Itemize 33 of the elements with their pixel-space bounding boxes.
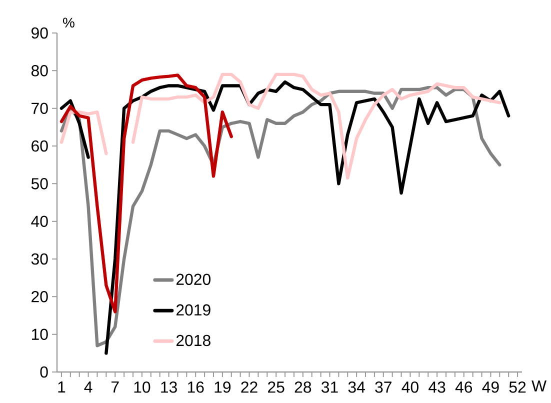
x-tick-label: 34 bbox=[348, 382, 365, 393]
x-tick-label: 19 bbox=[214, 382, 231, 393]
legend-label: 2018 bbox=[176, 334, 210, 346]
x-tick-label: 1 bbox=[58, 381, 66, 392]
y-tick-label: 0 bbox=[40, 366, 48, 378]
x-tick-label: 10 bbox=[134, 382, 150, 393]
y-tick-label: 30 bbox=[31, 253, 48, 265]
x-tick-label: 49 bbox=[482, 382, 499, 393]
y-tick-label: 70 bbox=[32, 102, 48, 114]
x-tick-label: 16 bbox=[188, 382, 204, 393]
x-tick-label: 28 bbox=[294, 382, 312, 393]
x-tick-label: 7 bbox=[112, 381, 119, 392]
x-tick-label: 31 bbox=[321, 382, 338, 393]
legend-label: 2020 bbox=[176, 274, 210, 286]
x-tick-label: 37 bbox=[375, 382, 392, 393]
y-tick-label: 40 bbox=[31, 216, 48, 227]
x-tick-label: 43 bbox=[428, 382, 446, 393]
x-tick-label: 22 bbox=[241, 382, 258, 393]
y-tick-label: 80 bbox=[31, 65, 48, 76]
x-tick-label: 40 bbox=[402, 382, 418, 393]
y-tick-label: 50 bbox=[31, 178, 48, 190]
y-tick-label: 90 bbox=[32, 27, 48, 39]
x-tick-label: 46 bbox=[455, 382, 472, 393]
x-axis-title: W bbox=[532, 380, 546, 392]
x-tick-label: 4 bbox=[84, 381, 92, 392]
x-tick-label: 25 bbox=[268, 382, 284, 393]
y-tick-label: 60 bbox=[32, 140, 48, 152]
y-tick-label: 20 bbox=[32, 291, 48, 302]
y-tick-label: 10 bbox=[32, 328, 48, 340]
x-tick-label: 52 bbox=[509, 382, 526, 393]
legend-label: 2019 bbox=[176, 304, 210, 316]
x-tick-label: 13 bbox=[161, 382, 177, 393]
y-axis-title: % bbox=[63, 18, 74, 28]
